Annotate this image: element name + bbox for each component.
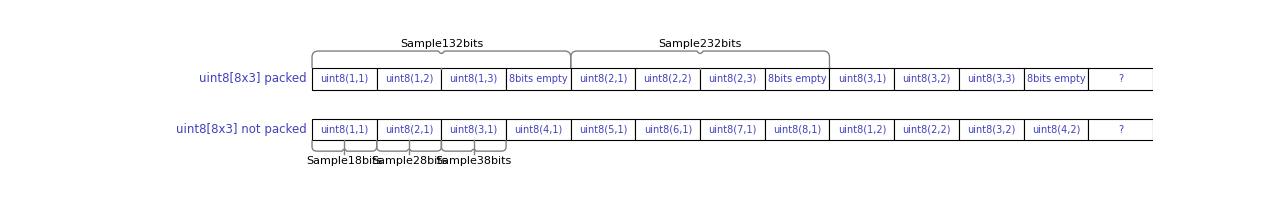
Bar	[959, 119, 1024, 140]
Text: ?: ?	[1118, 74, 1123, 84]
Bar	[1089, 68, 1153, 90]
Bar	[635, 119, 701, 140]
Bar	[377, 119, 442, 140]
Bar	[959, 68, 1024, 90]
Text: Sample18bits: Sample18bits	[306, 156, 383, 166]
Text: uint8(3,2): uint8(3,2)	[902, 74, 951, 84]
Text: Sample28bits: Sample28bits	[371, 156, 447, 166]
Bar	[1024, 119, 1089, 140]
Bar	[830, 68, 894, 90]
Bar	[377, 68, 442, 90]
Text: Sample38bits: Sample38bits	[436, 156, 512, 166]
Text: uint8(7,1): uint8(7,1)	[708, 125, 757, 135]
Bar	[442, 119, 506, 140]
Bar	[894, 68, 959, 90]
Bar	[635, 68, 701, 90]
Text: uint8(2,2): uint8(2,2)	[902, 125, 951, 135]
Bar	[442, 68, 506, 90]
Text: uint8(4,2): uint8(4,2)	[1031, 125, 1080, 135]
Bar	[701, 68, 765, 90]
Bar	[765, 119, 830, 140]
Text: ?: ?	[1118, 125, 1123, 135]
Text: uint8(5,1): uint8(5,1)	[579, 125, 628, 135]
Text: 8bits empty: 8bits empty	[509, 74, 567, 84]
Text: uint8(1,1): uint8(1,1)	[320, 74, 369, 84]
Bar	[506, 119, 571, 140]
Text: uint8(2,1): uint8(2,1)	[384, 125, 433, 135]
Text: uint8(2,3): uint8(2,3)	[708, 74, 757, 84]
Bar	[1089, 119, 1153, 140]
Text: uint8(3,2): uint8(3,2)	[967, 125, 1016, 135]
Text: uint8(1,3): uint8(1,3)	[450, 74, 498, 84]
Bar	[313, 68, 377, 90]
Text: uint8(3,1): uint8(3,1)	[450, 125, 498, 135]
Text: 8bits empty: 8bits empty	[1026, 74, 1085, 84]
Text: uint8(6,1): uint8(6,1)	[643, 125, 692, 135]
Bar	[313, 119, 377, 140]
Text: uint8(2,1): uint8(2,1)	[579, 74, 628, 84]
Text: Sample132bits: Sample132bits	[400, 39, 483, 49]
Text: Sample232bits: Sample232bits	[658, 39, 742, 49]
Bar	[894, 119, 959, 140]
Bar	[830, 119, 894, 140]
Text: uint8(1,2): uint8(1,2)	[838, 125, 886, 135]
Text: uint8(8,1): uint8(8,1)	[772, 125, 821, 135]
Text: 8bits empty: 8bits empty	[767, 74, 826, 84]
Bar	[571, 68, 635, 90]
Bar	[506, 68, 571, 90]
Text: uint8(1,1): uint8(1,1)	[320, 125, 369, 135]
Text: uint8(4,1): uint8(4,1)	[514, 125, 562, 135]
Text: uint8[8x3] packed: uint8[8x3] packed	[199, 72, 306, 85]
Text: uint8(3,3): uint8(3,3)	[967, 74, 1016, 84]
Text: uint8[8x3] not packed: uint8[8x3] not packed	[175, 123, 306, 136]
Bar	[701, 119, 765, 140]
Bar	[1024, 68, 1089, 90]
Text: uint8(3,1): uint8(3,1)	[838, 74, 886, 84]
Text: uint8(1,2): uint8(1,2)	[384, 74, 433, 84]
Bar	[571, 119, 635, 140]
Bar	[765, 68, 830, 90]
Text: uint8(2,2): uint8(2,2)	[643, 74, 692, 84]
